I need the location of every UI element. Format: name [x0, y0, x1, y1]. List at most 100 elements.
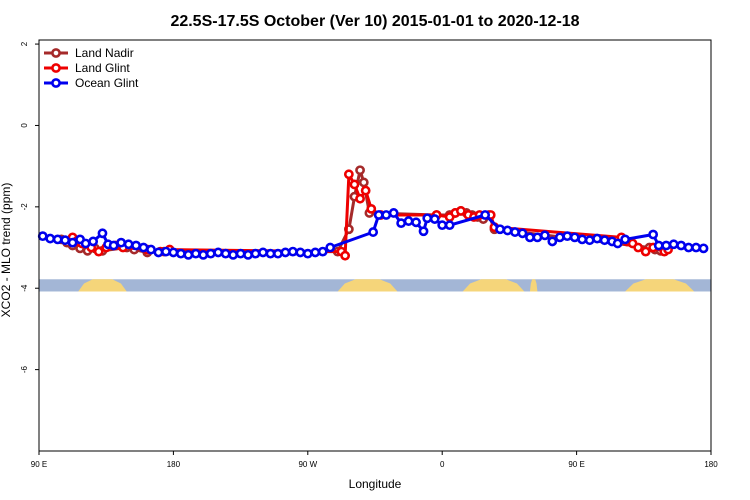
data-point: [683, 242, 694, 253]
data-point: [525, 232, 535, 243]
data-point: [396, 218, 407, 229]
data-point: [381, 210, 392, 220]
data-point: [190, 248, 201, 259]
data-point: [295, 247, 306, 258]
data-point: [411, 217, 421, 228]
x-axis: 90 E 180 90 W 0 90 E 180: [31, 451, 718, 469]
data-point: [60, 235, 71, 246]
series-land-nadir: [56, 165, 666, 258]
data-point: [418, 226, 429, 237]
data-point: [360, 185, 371, 196]
x-tick-label: 0: [440, 460, 445, 469]
data-point: [343, 169, 354, 180]
data-point: [495, 224, 505, 235]
data-point: [358, 177, 369, 188]
legend-label: Land Glint: [75, 61, 130, 75]
data-point: [480, 210, 491, 220]
data-point: [123, 239, 134, 250]
plot-frame: [38, 39, 712, 452]
y-tick-label: -2: [20, 203, 29, 211]
y-axis-label: XCO2 - MLO trend (ppm): [0, 183, 13, 318]
data-point: [45, 233, 56, 244]
data-point: [569, 232, 580, 243]
y-tick-label: 0: [20, 123, 29, 128]
data-point: [168, 247, 179, 258]
data-point: [640, 246, 651, 257]
data-point: [661, 240, 672, 251]
data-point: [67, 237, 78, 248]
data-point: [265, 248, 276, 259]
data-point: [373, 210, 384, 220]
x-tick-label: 180: [704, 460, 718, 469]
y-tick-label: 2: [20, 41, 29, 46]
legend-item: Land Glint: [44, 61, 130, 75]
data-point: [403, 216, 414, 226]
data-point: [584, 235, 595, 246]
data-point: [444, 220, 455, 231]
data-point: [220, 248, 231, 259]
legend-swatch-marker: [51, 78, 61, 88]
legend-item: Land Nadir: [44, 46, 134, 60]
data-point: [52, 234, 63, 245]
y-tick-label: -6: [20, 366, 29, 374]
data-point: [620, 234, 631, 245]
data-point: [691, 242, 701, 253]
data-point: [138, 242, 149, 253]
data-point: [93, 246, 104, 257]
data-point: [388, 208, 399, 218]
data-point: [250, 248, 261, 259]
legend-swatch-marker: [51, 63, 61, 73]
data-point: [510, 227, 520, 237]
data-point: [366, 203, 377, 214]
legend-swatch-marker: [51, 48, 61, 58]
legend-label: Ocean Glint: [75, 76, 139, 90]
legend-item: Ocean Glint: [44, 76, 139, 90]
data-point: [562, 231, 573, 242]
data-point: [131, 240, 141, 251]
x-tick-label: 90 W: [298, 460, 317, 469]
chart-title: 22.5S-17.5S October (Ver 10) 2015-01-01 …: [170, 13, 579, 30]
x-tick-label: 180: [167, 460, 181, 469]
data-point: [355, 165, 365, 176]
data-point: [676, 240, 687, 251]
data-point: [116, 237, 127, 248]
data-point: [429, 214, 440, 224]
data-point: [349, 179, 360, 190]
data-point: [698, 243, 709, 254]
data-point: [539, 230, 550, 241]
data-point: [653, 240, 664, 251]
land-segment: [462, 279, 525, 292]
data-point: [502, 225, 513, 236]
data-point: [577, 234, 588, 245]
data-point: [183, 249, 194, 260]
data-point: [668, 239, 679, 250]
data-point: [146, 244, 156, 255]
data-point: [235, 248, 246, 259]
data-point: [325, 242, 336, 253]
data-point: [532, 232, 543, 243]
land-segment: [78, 279, 127, 292]
legend-label: Land Nadir: [75, 46, 134, 60]
data-point: [648, 229, 659, 240]
data-point: [198, 249, 209, 260]
data-point: [517, 228, 528, 239]
series-ocean-glint: [37, 208, 709, 260]
data-point: [88, 236, 99, 247]
x-tick-label: 90 E: [31, 460, 47, 469]
data-point: [108, 240, 119, 251]
data-point: [273, 248, 283, 259]
data-point: [243, 249, 253, 260]
data-point: [213, 247, 224, 258]
data-point: [310, 247, 321, 258]
data-point: [547, 236, 558, 247]
data-point: [205, 248, 216, 259]
data-point: [592, 233, 603, 244]
land-segment: [337, 279, 398, 292]
data-point: [153, 247, 164, 258]
land-segment: [529, 279, 538, 292]
surface-band: [39, 279, 711, 292]
data-point: [175, 248, 186, 259]
x-tick-label: 90 E: [568, 460, 584, 469]
